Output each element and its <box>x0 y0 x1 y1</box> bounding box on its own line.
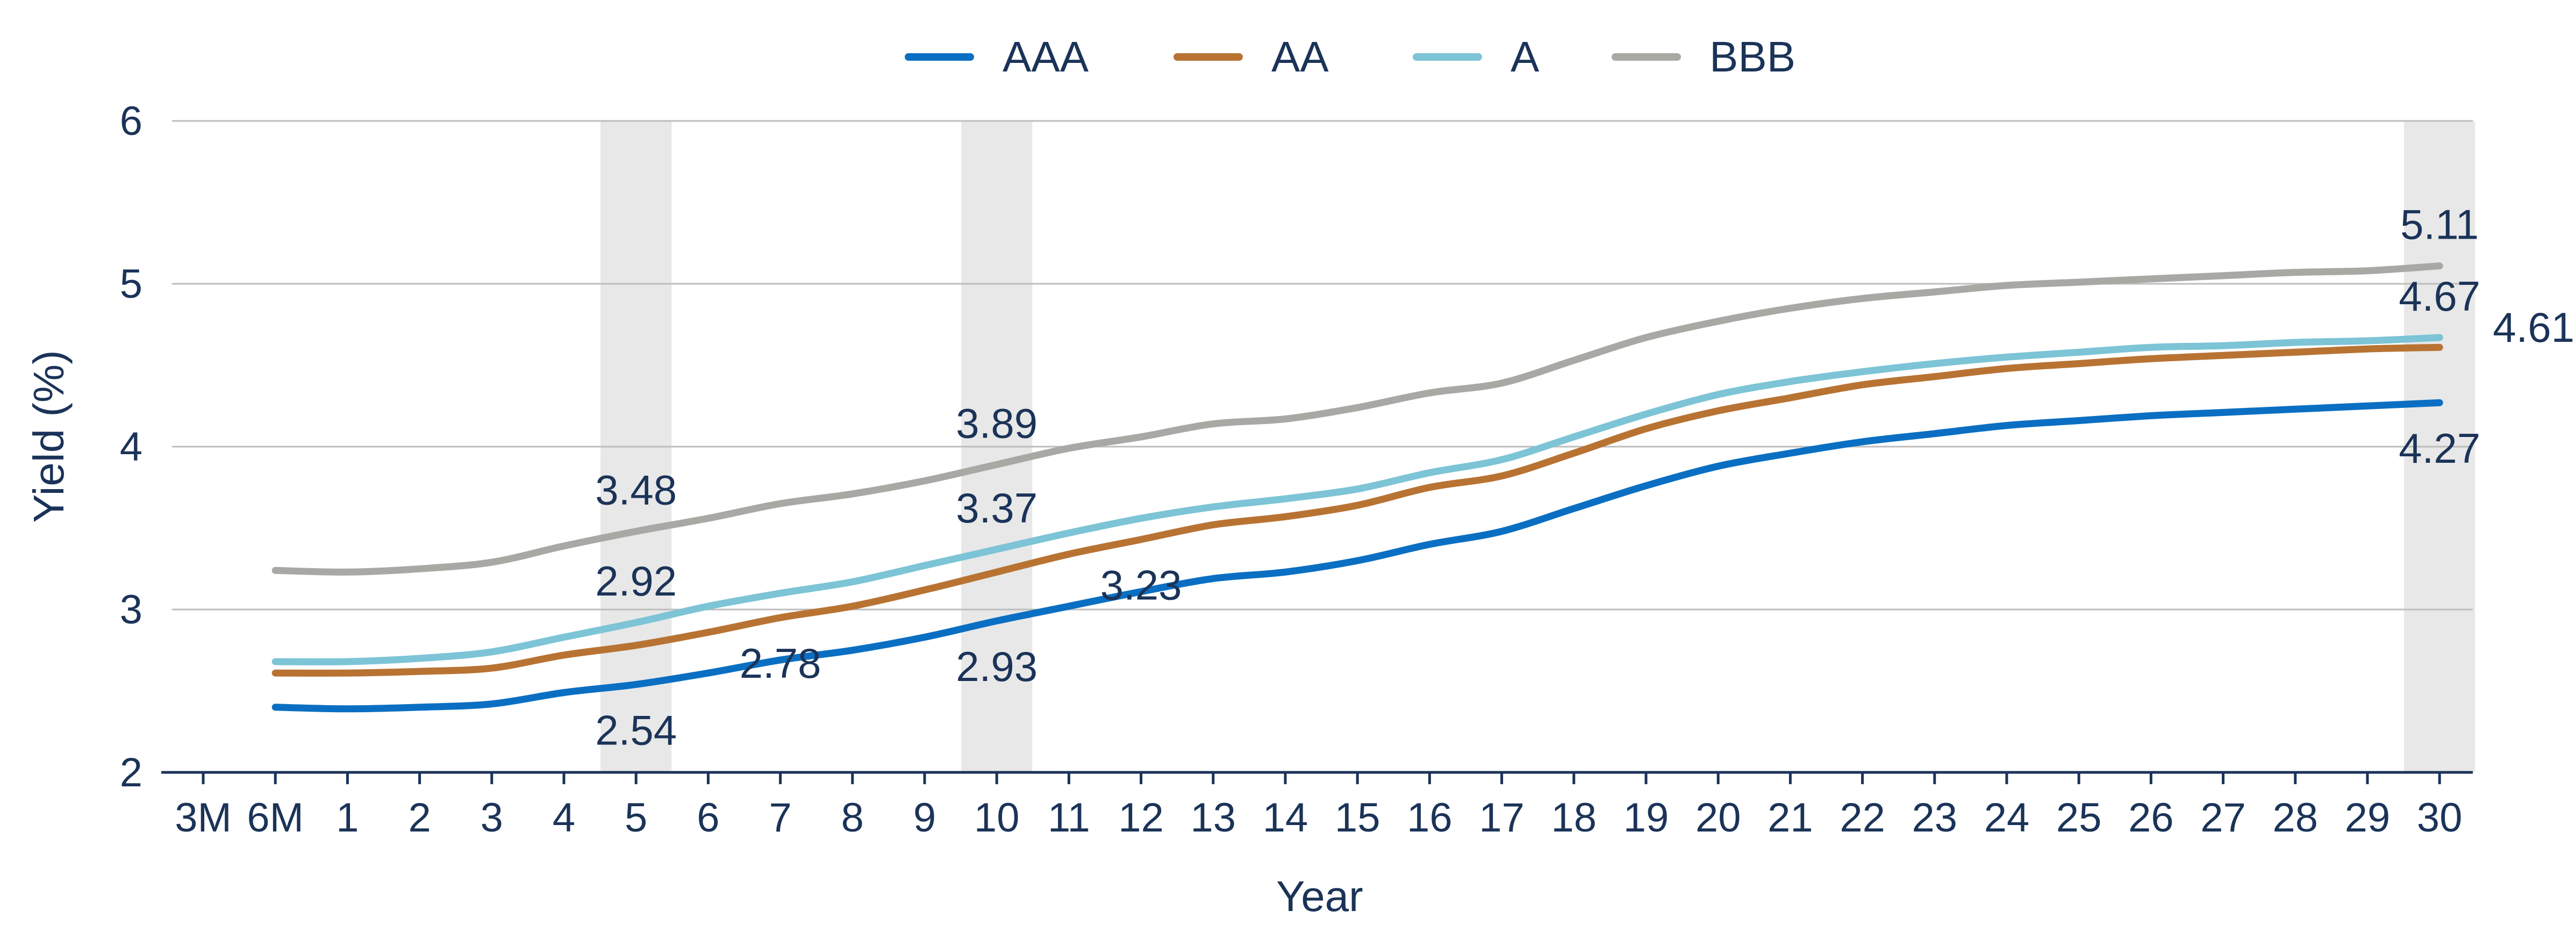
legend-label-aa: AA <box>1271 33 1329 81</box>
x-tick-label: 30 <box>2417 795 2463 841</box>
x-tick-label: 2 <box>408 795 431 841</box>
x-tick-label: 18 <box>1551 795 1597 841</box>
x-tick-label: 5 <box>625 795 647 841</box>
data-label-aaa: 4.27 <box>2399 425 2480 472</box>
x-tick-label: 6 <box>697 795 719 841</box>
x-tick-label: 17 <box>1479 795 1525 841</box>
series-line-aa <box>271 343 2443 677</box>
y-tick-label: 3 <box>120 587 142 633</box>
gridlines <box>172 120 2473 611</box>
x-tick-label: 1 <box>336 795 359 841</box>
x-axis-ticks: 3M 6M 1 2 3 4 5 6 7 8 9 10 11 12 13 14 15 16 17 18 19 20 21 22 2… <box>175 795 2462 841</box>
x-axis <box>161 771 2473 784</box>
x-tick-label: 10 <box>974 795 1020 841</box>
y-tick-label: 4 <box>120 424 142 470</box>
y-axis-ticks: 2 3 4 5 6 <box>120 98 142 795</box>
x-tick-label: 14 <box>1263 795 1308 841</box>
x-tick-label: 19 <box>1623 795 1669 841</box>
data-label-a: 4.67 <box>2399 273 2480 320</box>
data-label-a: 3.37 <box>956 484 1037 532</box>
data-label-aa: 2.78 <box>740 640 821 687</box>
x-tick-label: 3 <box>481 795 503 841</box>
series-lines <box>271 262 2443 713</box>
x-tick-label: 29 <box>2345 795 2391 841</box>
y-tick-label: 6 <box>120 98 142 144</box>
series-line-a <box>271 334 2443 665</box>
x-tick-label: 27 <box>2200 795 2246 841</box>
x-tick-label: 8 <box>841 795 864 841</box>
x-tick-label: 3M <box>175 795 232 841</box>
x-tick-label: 9 <box>913 795 936 841</box>
series-line-aaa <box>271 399 2443 713</box>
x-tick-label: 24 <box>1984 795 2030 841</box>
x-tick-label: 12 <box>1118 795 1164 841</box>
data-label-a: 2.92 <box>595 557 677 605</box>
x-tick-label: 23 <box>1912 795 1958 841</box>
data-label-aaa: 2.54 <box>595 706 677 754</box>
data-label-bbb: 3.48 <box>595 467 677 514</box>
data-label-bbb: 3.89 <box>956 399 1037 447</box>
data-label-aa: 4.61 <box>2493 304 2574 351</box>
legend: AAA AA A BBB <box>905 33 1795 81</box>
data-label-aaa: 2.93 <box>956 643 1037 690</box>
data-label-bbb: 5.11 <box>2400 201 2479 248</box>
x-tick-label: 11 <box>1048 795 1090 841</box>
legend-label-aaa: AAA <box>1003 33 1089 81</box>
x-tick-label: 16 <box>1407 795 1452 841</box>
x-tick-label: 26 <box>2128 795 2174 841</box>
x-tick-label: 20 <box>1695 795 1741 841</box>
data-labels: 3.48 2.92 2.54 2.78 3.89 3.37 2.93 3.23 5.11 4.67… <box>595 201 2574 754</box>
x-tick-label: 4 <box>553 795 575 841</box>
y-tick-label: 5 <box>120 261 142 307</box>
x-axis-title: Year <box>1276 872 1363 920</box>
y-tick-label: 2 <box>120 750 142 795</box>
y-axis-title: Yield (%) <box>25 350 73 523</box>
series-line-bbb <box>271 262 2443 576</box>
x-tick-label: 15 <box>1335 795 1380 841</box>
x-tick-label: 13 <box>1191 795 1236 841</box>
x-tick-label: 7 <box>769 795 791 841</box>
x-tick-label: 6M <box>247 795 304 841</box>
x-tick-label: 21 <box>1768 795 1813 841</box>
legend-label-bbb: BBB <box>1709 33 1795 81</box>
data-label-aa: 3.23 <box>1100 562 1182 609</box>
legend-label-a: A <box>1511 33 1540 81</box>
x-tick-label: 25 <box>2056 795 2102 841</box>
x-tick-label: 28 <box>2273 795 2319 841</box>
x-tick-label: 22 <box>1840 795 1885 841</box>
